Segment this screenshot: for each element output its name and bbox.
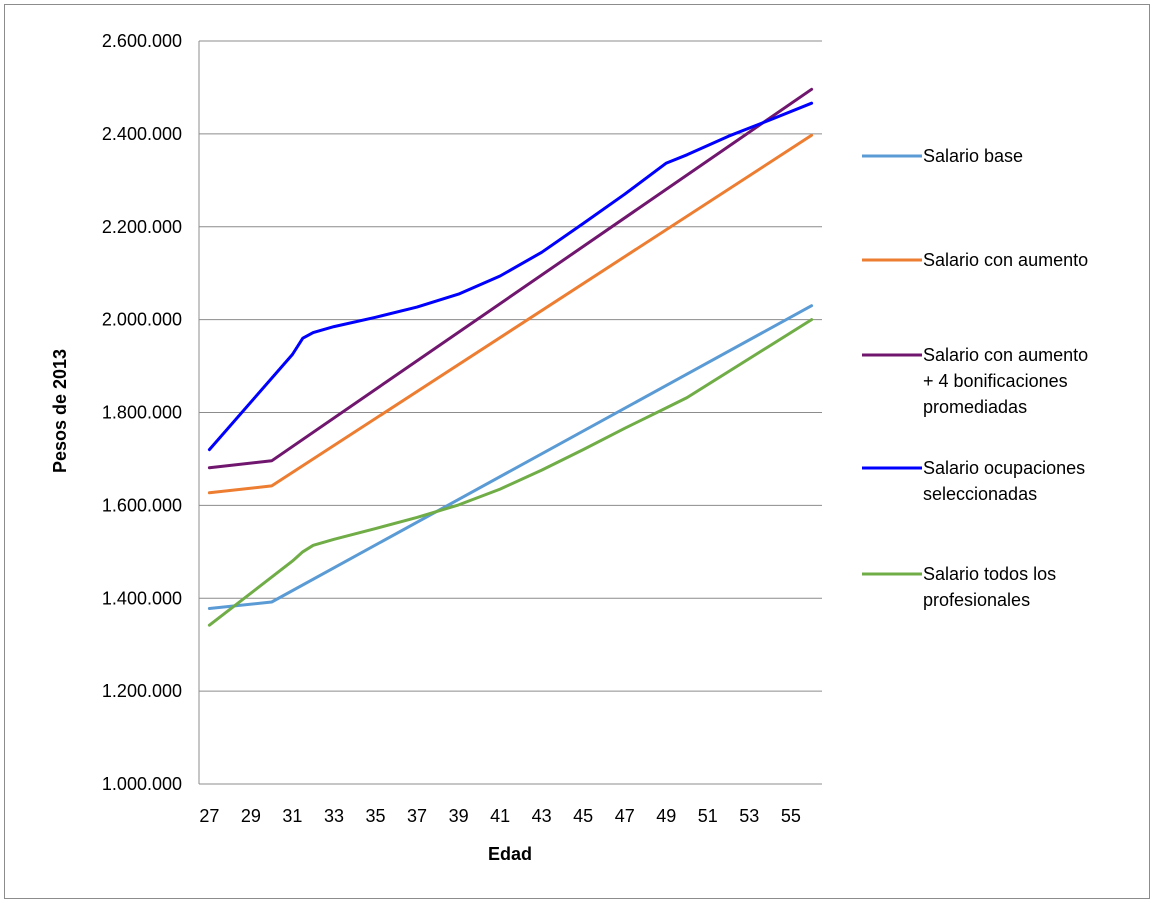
x-tick-label: 33 xyxy=(324,806,344,826)
legend-label: Salario con aumento xyxy=(923,250,1088,270)
legend: Salario base Salario con aumento Salario c… xyxy=(862,146,1088,610)
x-tick-label: 47 xyxy=(615,806,635,826)
series-line-4 xyxy=(207,101,814,452)
legend-label: promediadas xyxy=(923,397,1027,417)
legend-label: Salario ocupaciones xyxy=(923,458,1085,478)
y-tick-label: 2.200.000 xyxy=(102,217,182,237)
legend-label: Salario con aumento xyxy=(923,345,1088,365)
x-tick-label: 29 xyxy=(241,806,261,826)
x-tick-labels: 27 29 31 33 35 37 39 41 43 45 47 49 51 53 55 xyxy=(199,806,800,826)
series-line-3 xyxy=(207,87,814,470)
series-line-2 xyxy=(207,133,814,495)
x-tick-label: 39 xyxy=(449,806,469,826)
x-tick-label: 35 xyxy=(366,806,386,826)
legend-label: Salario todos los xyxy=(923,564,1056,584)
x-tick-label: 31 xyxy=(282,806,302,826)
y-tick-label: 2.600.000 xyxy=(102,31,182,51)
x-tick-label: 27 xyxy=(199,806,219,826)
x-tick-label: 55 xyxy=(781,806,801,826)
y-axis-title: Pesos de 2013 xyxy=(50,349,70,473)
legend-label: + 4 bonificaciones xyxy=(923,371,1068,391)
x-tick-label: 45 xyxy=(573,806,593,826)
x-tick-label: 37 xyxy=(407,806,427,826)
legend-label: seleccionadas xyxy=(923,484,1037,504)
x-tick-label: 51 xyxy=(698,806,718,826)
x-tick-label: 49 xyxy=(656,806,676,826)
y-tick-label: 1.000.000 xyxy=(102,774,182,794)
y-tick-label: 1.400.000 xyxy=(102,588,182,608)
gridlines xyxy=(198,40,822,785)
y-tick-label: 1.600.000 xyxy=(102,495,182,515)
y-tick-label: 1.800.000 xyxy=(102,403,182,423)
x-tick-label: 41 xyxy=(490,806,510,826)
y-tick-labels: 1.000.000 1.200.000 1.400.000 1.600.000 1.80… xyxy=(102,31,182,794)
series-line-1 xyxy=(207,304,814,610)
legend-label: profesionales xyxy=(923,590,1030,610)
x-axis-title: Edad xyxy=(488,844,532,864)
y-tick-label: 2.000.000 xyxy=(102,310,182,330)
y-tick-label: 2.400.000 xyxy=(102,124,182,144)
x-tick-label: 53 xyxy=(739,806,759,826)
legend-label: Salario base xyxy=(923,146,1023,166)
y-tick-label: 1.200.000 xyxy=(102,681,182,701)
series-line-5 xyxy=(207,318,814,627)
series-lines xyxy=(207,87,814,627)
x-tick-label: 43 xyxy=(532,806,552,826)
